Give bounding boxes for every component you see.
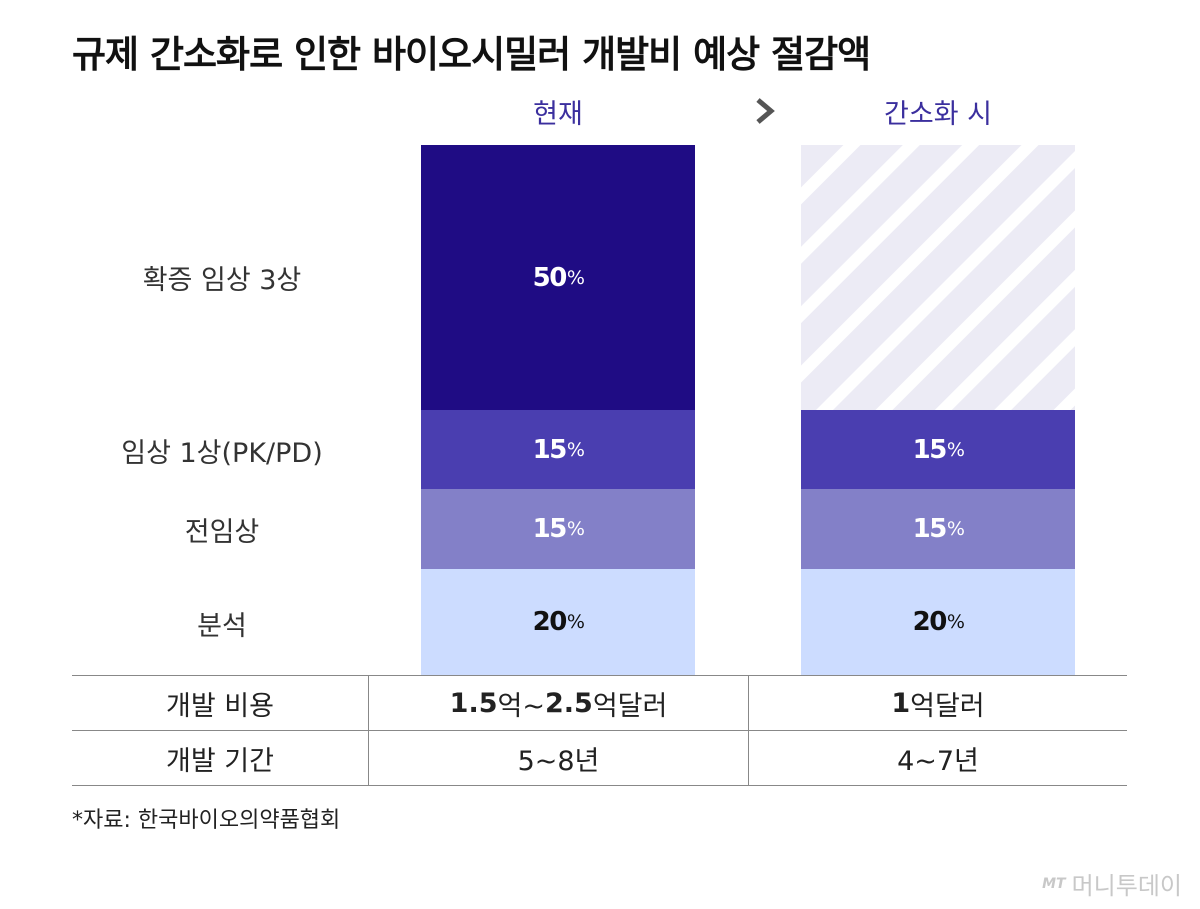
stage-label-phase3: 확증 임상 3상 [142,265,302,296]
brand-name: 머니투데이 [1071,872,1182,900]
bar-current-preclinical-unit: % [566,518,585,540]
duration-simplified: 4~7년 [897,745,979,777]
bar-current-preclinical: 15% [421,489,695,569]
bar-current-analysis: 20% [421,569,695,675]
bar-current-analysis-value: 20 [532,607,568,637]
bar-current-phase3-unit: % [566,266,585,289]
cost-current: 1.5 억~ 2.5 억달러 [369,676,748,730]
bar-current-phase1: 15% [421,410,695,489]
cost-simplified-num: 1 [891,687,911,719]
bar-simplified-phase1-unit: % [946,438,965,461]
brand-mt: MT [1042,875,1066,892]
bar-current-phase1-value: 15 [532,434,568,465]
row-label-cost: 개발 비용 [166,690,274,722]
bar-simplified-preclinical-unit: % [946,518,965,540]
bar-current-analysis-unit: % [566,611,585,633]
bar-simplified-phase3-removed [801,145,1075,410]
stage-label-analysis: 분석 [197,611,247,642]
bar-current-phase3-value: 50 [532,262,568,293]
cost-current-max: 2.5 [544,687,593,719]
arrow-right-icon [724,98,775,124]
brand-logo-icon: MT 머니투데이 [1042,866,1182,901]
table-divider [748,675,749,785]
row-label-duration: 개발 기간 [166,745,274,777]
column-header-simplified: 간소화 시 [884,99,992,130]
bar-simplified-analysis-value: 20 [912,607,948,637]
chart-title: 규제 간소화로 인한 바이오시밀러 개발비 예상 절감액 [72,33,871,76]
table-divider [72,785,1127,786]
bar-simplified-phase1-value: 15 [912,434,948,465]
cost-simplified-unit: 억달러 [910,690,985,722]
stage-label-phase1: 임상 1상(PK/PD) [121,438,323,469]
column-header-current: 현재 [533,99,583,130]
bar-simplified-preclinical: 15% [801,489,1075,569]
bar-current-preclinical-value: 15 [532,514,568,544]
bar-simplified-phase1: 15% [801,410,1075,489]
bar-simplified-analysis-unit: % [946,611,965,633]
bar-simplified-preclinical-value: 15 [912,514,948,544]
bar-current-phase3: 50% [421,145,695,410]
table-divider [72,730,1127,731]
duration-current: 5~8년 [517,745,600,777]
table-divider [368,675,369,785]
cost-current-mid: 억~ [497,690,545,722]
stage-label-preclinical: 전임상 [184,517,260,548]
table-divider [72,675,1127,676]
cost-current-unit: 억달러 [592,690,668,722]
cost-simplified: 1 억달러 [749,676,1127,730]
source-note: *자료: 한국바이오의약품협회 [72,808,341,833]
bar-simplified-analysis: 20% [801,569,1075,675]
bar-current-phase1-unit: % [566,438,585,461]
cost-current-min: 1.5 [449,687,498,719]
